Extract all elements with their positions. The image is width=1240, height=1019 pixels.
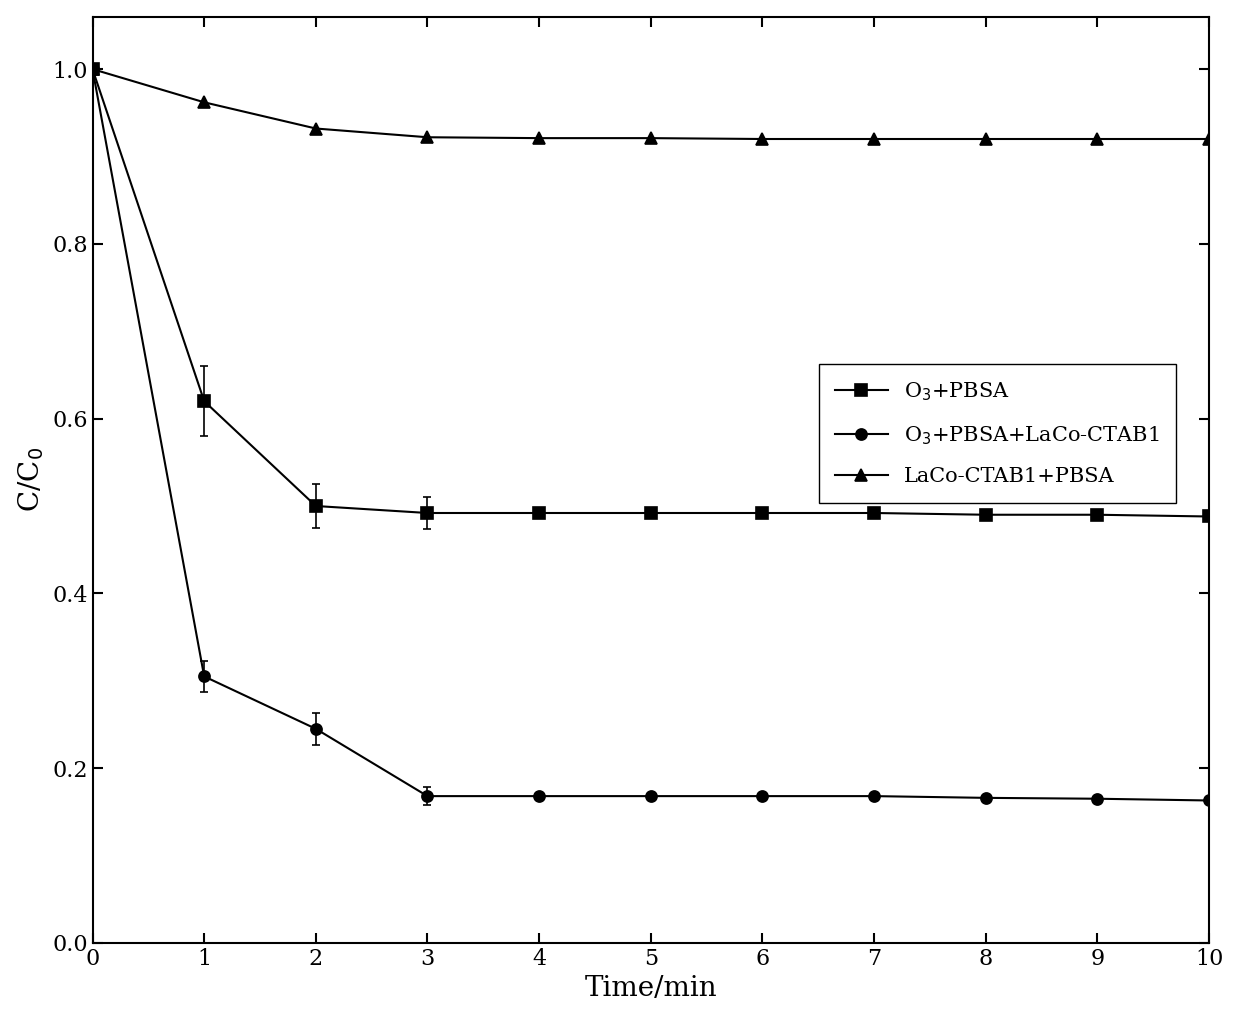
LaCo-CTAB1+PBSA: [755, 132, 770, 145]
O$_3$+PBSA: [197, 395, 212, 408]
O$_3$+PBSA+LaCo-CTAB1: [978, 792, 993, 804]
O$_3$+PBSA: [644, 506, 658, 519]
O$_3$+PBSA+LaCo-CTAB1: [644, 790, 658, 802]
O$_3$+PBSA+LaCo-CTAB1: [1090, 793, 1105, 805]
Line: LaCo-CTAB1+PBSA: LaCo-CTAB1+PBSA: [87, 63, 1215, 145]
O$_3$+PBSA: [1090, 508, 1105, 521]
O$_3$+PBSA: [978, 508, 993, 521]
O$_3$+PBSA: [867, 506, 882, 519]
Line: O$_3$+PBSA+LaCo-CTAB1: O$_3$+PBSA+LaCo-CTAB1: [87, 63, 1215, 806]
Line: O$_3$+PBSA: O$_3$+PBSA: [87, 63, 1215, 522]
LaCo-CTAB1+PBSA: [309, 122, 324, 135]
LaCo-CTAB1+PBSA: [978, 132, 993, 145]
O$_3$+PBSA+LaCo-CTAB1: [532, 790, 547, 802]
LaCo-CTAB1+PBSA: [532, 132, 547, 145]
Legend: O$_3$+PBSA, O$_3$+PBSA+LaCo-CTAB1, LaCo-CTAB1+PBSA: O$_3$+PBSA, O$_3$+PBSA+LaCo-CTAB1, LaCo-…: [818, 364, 1177, 503]
O$_3$+PBSA+LaCo-CTAB1: [1202, 795, 1216, 807]
LaCo-CTAB1+PBSA: [867, 132, 882, 145]
Y-axis label: C/C$_0$: C/C$_0$: [16, 447, 46, 513]
O$_3$+PBSA+LaCo-CTAB1: [755, 790, 770, 802]
X-axis label: Time/min: Time/min: [584, 975, 717, 1003]
LaCo-CTAB1+PBSA: [1090, 132, 1105, 145]
O$_3$+PBSA: [755, 506, 770, 519]
LaCo-CTAB1+PBSA: [420, 131, 435, 144]
O$_3$+PBSA: [86, 63, 100, 75]
O$_3$+PBSA+LaCo-CTAB1: [309, 722, 324, 735]
LaCo-CTAB1+PBSA: [1202, 132, 1216, 145]
LaCo-CTAB1+PBSA: [197, 96, 212, 108]
O$_3$+PBSA+LaCo-CTAB1: [197, 671, 212, 683]
O$_3$+PBSA+LaCo-CTAB1: [420, 790, 435, 802]
O$_3$+PBSA: [420, 506, 435, 519]
O$_3$+PBSA: [532, 506, 547, 519]
O$_3$+PBSA: [309, 500, 324, 513]
LaCo-CTAB1+PBSA: [86, 63, 100, 75]
O$_3$+PBSA+LaCo-CTAB1: [86, 63, 100, 75]
O$_3$+PBSA+LaCo-CTAB1: [867, 790, 882, 802]
O$_3$+PBSA: [1202, 511, 1216, 523]
LaCo-CTAB1+PBSA: [644, 132, 658, 145]
